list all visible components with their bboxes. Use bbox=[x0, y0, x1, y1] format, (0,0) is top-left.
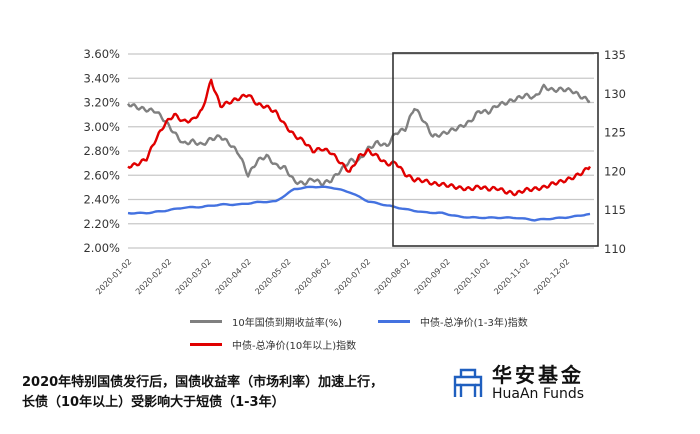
y-right-tick: 120 bbox=[604, 164, 626, 178]
series-line bbox=[127, 78, 592, 197]
logo-english-name: HuaAn Funds bbox=[492, 386, 585, 402]
x-tick: 2020-05-02 bbox=[253, 257, 292, 296]
legend-label: 10年国债到期收益率(%) bbox=[232, 318, 343, 329]
legend-item-long-bond: 中债-总净价(10年以上)指数 bbox=[190, 337, 356, 352]
series-line bbox=[127, 185, 591, 222]
chart-caption: 2020年特别国债发行后，国债收益率（市场利率）加速上行， 长债（10年以上）受… bbox=[22, 373, 383, 413]
legend-item-short-bond: 中债-总净价(1-3年)指数 bbox=[378, 314, 528, 329]
highlight-box bbox=[392, 52, 599, 247]
y-left-tick: 2.60% bbox=[83, 168, 120, 182]
y-right-tick: 110 bbox=[604, 242, 626, 256]
y-left-tick: 3.20% bbox=[83, 96, 120, 110]
x-tick: 2020-07-02 bbox=[333, 257, 372, 296]
x-tick: 2020-10-02 bbox=[453, 257, 492, 296]
y-left-tick: 2.80% bbox=[83, 144, 120, 158]
legend-swatch-red bbox=[190, 343, 222, 346]
x-tick: 2020-06-02 bbox=[293, 257, 332, 296]
y-axis-right: 135 130 125 120 115 110 bbox=[604, 48, 626, 256]
x-tick: 2020-08-02 bbox=[373, 257, 412, 296]
legend-label: 中债-总净价(10年以上)指数 bbox=[232, 341, 357, 352]
y-left-tick: 2.40% bbox=[83, 193, 120, 207]
y-right-tick: 130 bbox=[604, 87, 626, 101]
y-left-tick: 2.20% bbox=[83, 217, 120, 231]
legend-swatch-blue bbox=[378, 320, 410, 323]
line-chart: 3.60% 3.40% 3.20% 3.00% 2.80% 2.60% 2.40% 2.20%… bbox=[83, 47, 626, 296]
logo-chinese-name: 华安基金 bbox=[492, 363, 584, 387]
series-lines bbox=[126, 78, 592, 222]
x-tick: 2020-04-02 bbox=[214, 257, 253, 296]
x-tick: 2020-09-02 bbox=[413, 257, 452, 296]
legend-label: 中债-总净价(1-3年)指数 bbox=[420, 318, 528, 329]
y-right-tick: 115 bbox=[604, 203, 626, 217]
y-right-tick: 135 bbox=[604, 48, 626, 62]
x-tick: 2020-03-02 bbox=[174, 257, 213, 296]
y-left-tick: 3.00% bbox=[83, 120, 120, 134]
huaan-logo-icon bbox=[453, 368, 483, 397]
y-left-tick: 3.40% bbox=[83, 71, 120, 85]
x-tick: 2020-01-02 bbox=[94, 257, 133, 296]
x-tick: 2020-11-02 bbox=[492, 257, 531, 296]
caption-line-2: 长债（10年以上）受影响大于短债（1-3年） bbox=[22, 395, 285, 410]
caption-line-1: 2020年特别国债发行后，国债收益率（市场利率）加速上行， bbox=[22, 375, 384, 390]
y-right-tick: 125 bbox=[604, 126, 626, 140]
y-left-tick: 3.60% bbox=[83, 47, 120, 61]
y-left-tick: 2.00% bbox=[83, 241, 120, 255]
legend-item-yield: 10年国债到期收益率(%) bbox=[190, 314, 342, 329]
series-line bbox=[126, 83, 591, 187]
huaan-funds-logo: 华安基金 HuaAn Funds bbox=[452, 364, 584, 402]
x-tick: 2020-12-02 bbox=[532, 257, 571, 296]
legend-swatch-gray bbox=[190, 320, 222, 323]
x-tick: 2020-02-02 bbox=[134, 257, 173, 296]
x-axis: 2020-01-02 2020-02-02 2020-03-02 2020-04-02… bbox=[94, 257, 571, 296]
y-axis-left: 3.60% 3.40% 3.20% 3.00% 2.80% 2.60% 2.40% 2.20%… bbox=[83, 47, 120, 255]
